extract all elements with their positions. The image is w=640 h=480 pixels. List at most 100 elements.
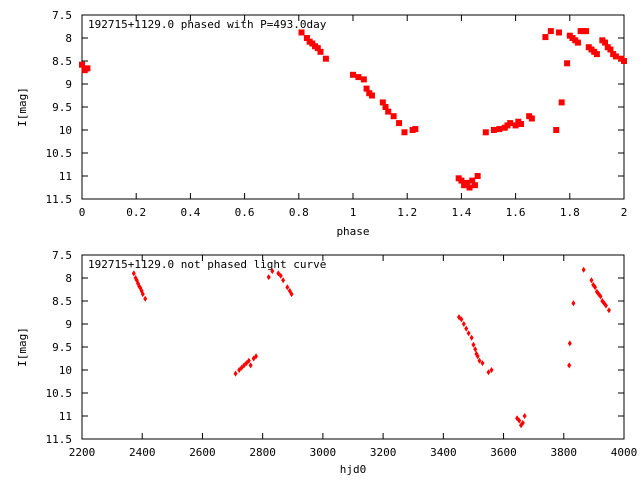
data-point bbox=[464, 325, 469, 332]
y-axis-label: I[mag] bbox=[16, 327, 29, 367]
data-point bbox=[458, 177, 465, 184]
data-point bbox=[461, 321, 466, 327]
data-point bbox=[581, 266, 586, 273]
y-tick-label: 8.5 bbox=[52, 55, 72, 68]
y-axis-label: I[mag] bbox=[16, 87, 29, 127]
x-tick-label: 3600 bbox=[490, 446, 517, 459]
data-point bbox=[471, 182, 478, 189]
x-tick-label: 0.6 bbox=[235, 206, 255, 219]
data-point bbox=[564, 60, 571, 67]
data-point bbox=[471, 341, 476, 348]
data-point bbox=[248, 362, 253, 369]
data-point bbox=[567, 362, 572, 369]
y-tick-label: 9.5 bbox=[52, 341, 72, 354]
data-point bbox=[379, 99, 386, 106]
data-point bbox=[496, 126, 503, 133]
plot-frame bbox=[81, 254, 625, 440]
x-tick-label: 3000 bbox=[310, 446, 337, 459]
x-tick-label: 3800 bbox=[551, 446, 578, 459]
data-point bbox=[571, 300, 576, 307]
data-point bbox=[517, 417, 522, 424]
data-point bbox=[285, 284, 290, 291]
x-tick-label: 0.4 bbox=[180, 206, 200, 219]
y-tick-label: 11 bbox=[59, 170, 72, 183]
x-tick-label: 2400 bbox=[129, 446, 156, 459]
chart-title: 192715+1129.0 phased with P=493.0day bbox=[88, 18, 327, 31]
data-point bbox=[303, 35, 310, 41]
y-tick-label: 11.5 bbox=[46, 193, 73, 206]
x-tick-label: 2200 bbox=[69, 446, 96, 459]
y-tick-label: 10.5 bbox=[46, 387, 73, 400]
data-point bbox=[314, 45, 321, 52]
data-point bbox=[567, 340, 572, 347]
y-tick-label: 9 bbox=[65, 78, 72, 91]
x-tick-label: 2600 bbox=[189, 446, 216, 459]
data-point bbox=[350, 71, 356, 78]
y-tick-label: 8 bbox=[65, 272, 72, 285]
data-point bbox=[589, 277, 594, 284]
data-point bbox=[528, 115, 535, 122]
y-tick-label: 10 bbox=[59, 124, 72, 137]
data-point bbox=[475, 353, 480, 360]
data-point bbox=[140, 291, 145, 298]
data-point bbox=[542, 34, 549, 41]
data-point bbox=[480, 360, 485, 367]
data-point bbox=[143, 295, 148, 302]
data-point bbox=[621, 58, 627, 64]
x-tick-label: 3200 bbox=[370, 446, 397, 459]
y-tick-label: 8 bbox=[65, 32, 72, 45]
data-point bbox=[593, 51, 600, 58]
data-point bbox=[396, 120, 403, 127]
data-point bbox=[84, 65, 91, 72]
x-tick-label: 2 bbox=[621, 206, 628, 219]
data-point bbox=[466, 330, 471, 337]
x-tick-label: 0.2 bbox=[126, 206, 146, 219]
y-tick-label: 10 bbox=[59, 364, 72, 377]
data-point bbox=[469, 177, 476, 184]
data-point bbox=[489, 367, 494, 373]
data-point bbox=[401, 129, 408, 136]
data-point bbox=[606, 307, 611, 314]
y-tick-label: 8.5 bbox=[52, 295, 72, 308]
y-tick-label: 9 bbox=[65, 318, 72, 331]
data-point bbox=[412, 126, 419, 133]
data-point bbox=[254, 353, 259, 360]
data-point bbox=[459, 316, 464, 323]
data-point bbox=[607, 46, 614, 53]
data-point bbox=[463, 179, 470, 186]
data-point bbox=[482, 129, 489, 136]
data-point bbox=[574, 39, 581, 46]
data-point bbox=[553, 127, 560, 133]
y-tick-label: 11.5 bbox=[46, 433, 73, 446]
data-point bbox=[558, 99, 565, 106]
x-tick-label: 1.4 bbox=[451, 206, 471, 219]
data-point bbox=[474, 173, 481, 179]
data-point bbox=[79, 61, 85, 68]
data-point bbox=[593, 284, 598, 291]
x-tick-label: 3400 bbox=[430, 446, 457, 459]
data-point bbox=[602, 39, 609, 46]
data-point bbox=[131, 270, 136, 277]
data-point bbox=[507, 120, 514, 127]
data-point bbox=[520, 419, 525, 426]
data-point bbox=[603, 302, 608, 309]
x-tick-label: 4000 bbox=[611, 446, 638, 459]
x-tick-label: 1 bbox=[350, 206, 357, 219]
data-point bbox=[246, 357, 251, 364]
data-point bbox=[598, 293, 603, 300]
x-tick-label: 1.8 bbox=[560, 206, 580, 219]
data-point bbox=[233, 370, 238, 377]
x-axis-label: phase bbox=[336, 225, 369, 238]
data-point bbox=[473, 346, 478, 353]
y-tick-label: 7.5 bbox=[52, 249, 72, 262]
y-tick-label: 7.5 bbox=[52, 9, 72, 22]
data-point bbox=[612, 53, 619, 60]
data-point bbox=[382, 104, 389, 110]
data-point bbox=[281, 277, 286, 284]
data-point bbox=[298, 29, 305, 36]
data-point bbox=[278, 272, 283, 279]
data-point bbox=[368, 92, 375, 99]
data-point bbox=[522, 413, 527, 419]
